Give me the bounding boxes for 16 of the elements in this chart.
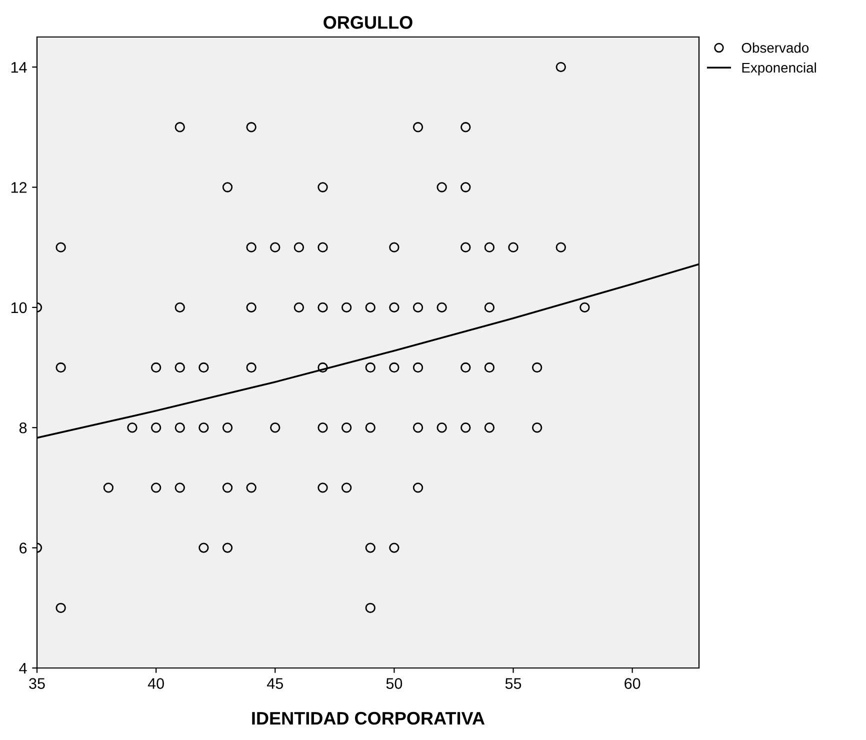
x-tick-label: 45 xyxy=(266,678,283,689)
legend-label: Observado xyxy=(742,42,809,53)
x-tick-label: 40 xyxy=(148,678,164,689)
x-tick-label: 55 xyxy=(505,678,522,689)
x-tick-label: 35 xyxy=(29,678,45,689)
x-tick-label: 50 xyxy=(386,678,402,689)
x-tick-label: 60 xyxy=(624,678,640,689)
y-tick-label: 10 xyxy=(11,302,27,314)
y-tick-label: 6 xyxy=(20,542,27,554)
x-axis-title: IDENTIDAD CORPORATIVA xyxy=(252,712,485,725)
y-tick-label: 8 xyxy=(19,422,27,434)
legend-label: Exponencial xyxy=(742,62,816,76)
chart-title: ORGULLO xyxy=(324,16,412,29)
y-tick-label: 14 xyxy=(11,62,27,73)
y-tick-label: 12 xyxy=(11,182,27,193)
y-tick-label: 4 xyxy=(19,663,27,674)
